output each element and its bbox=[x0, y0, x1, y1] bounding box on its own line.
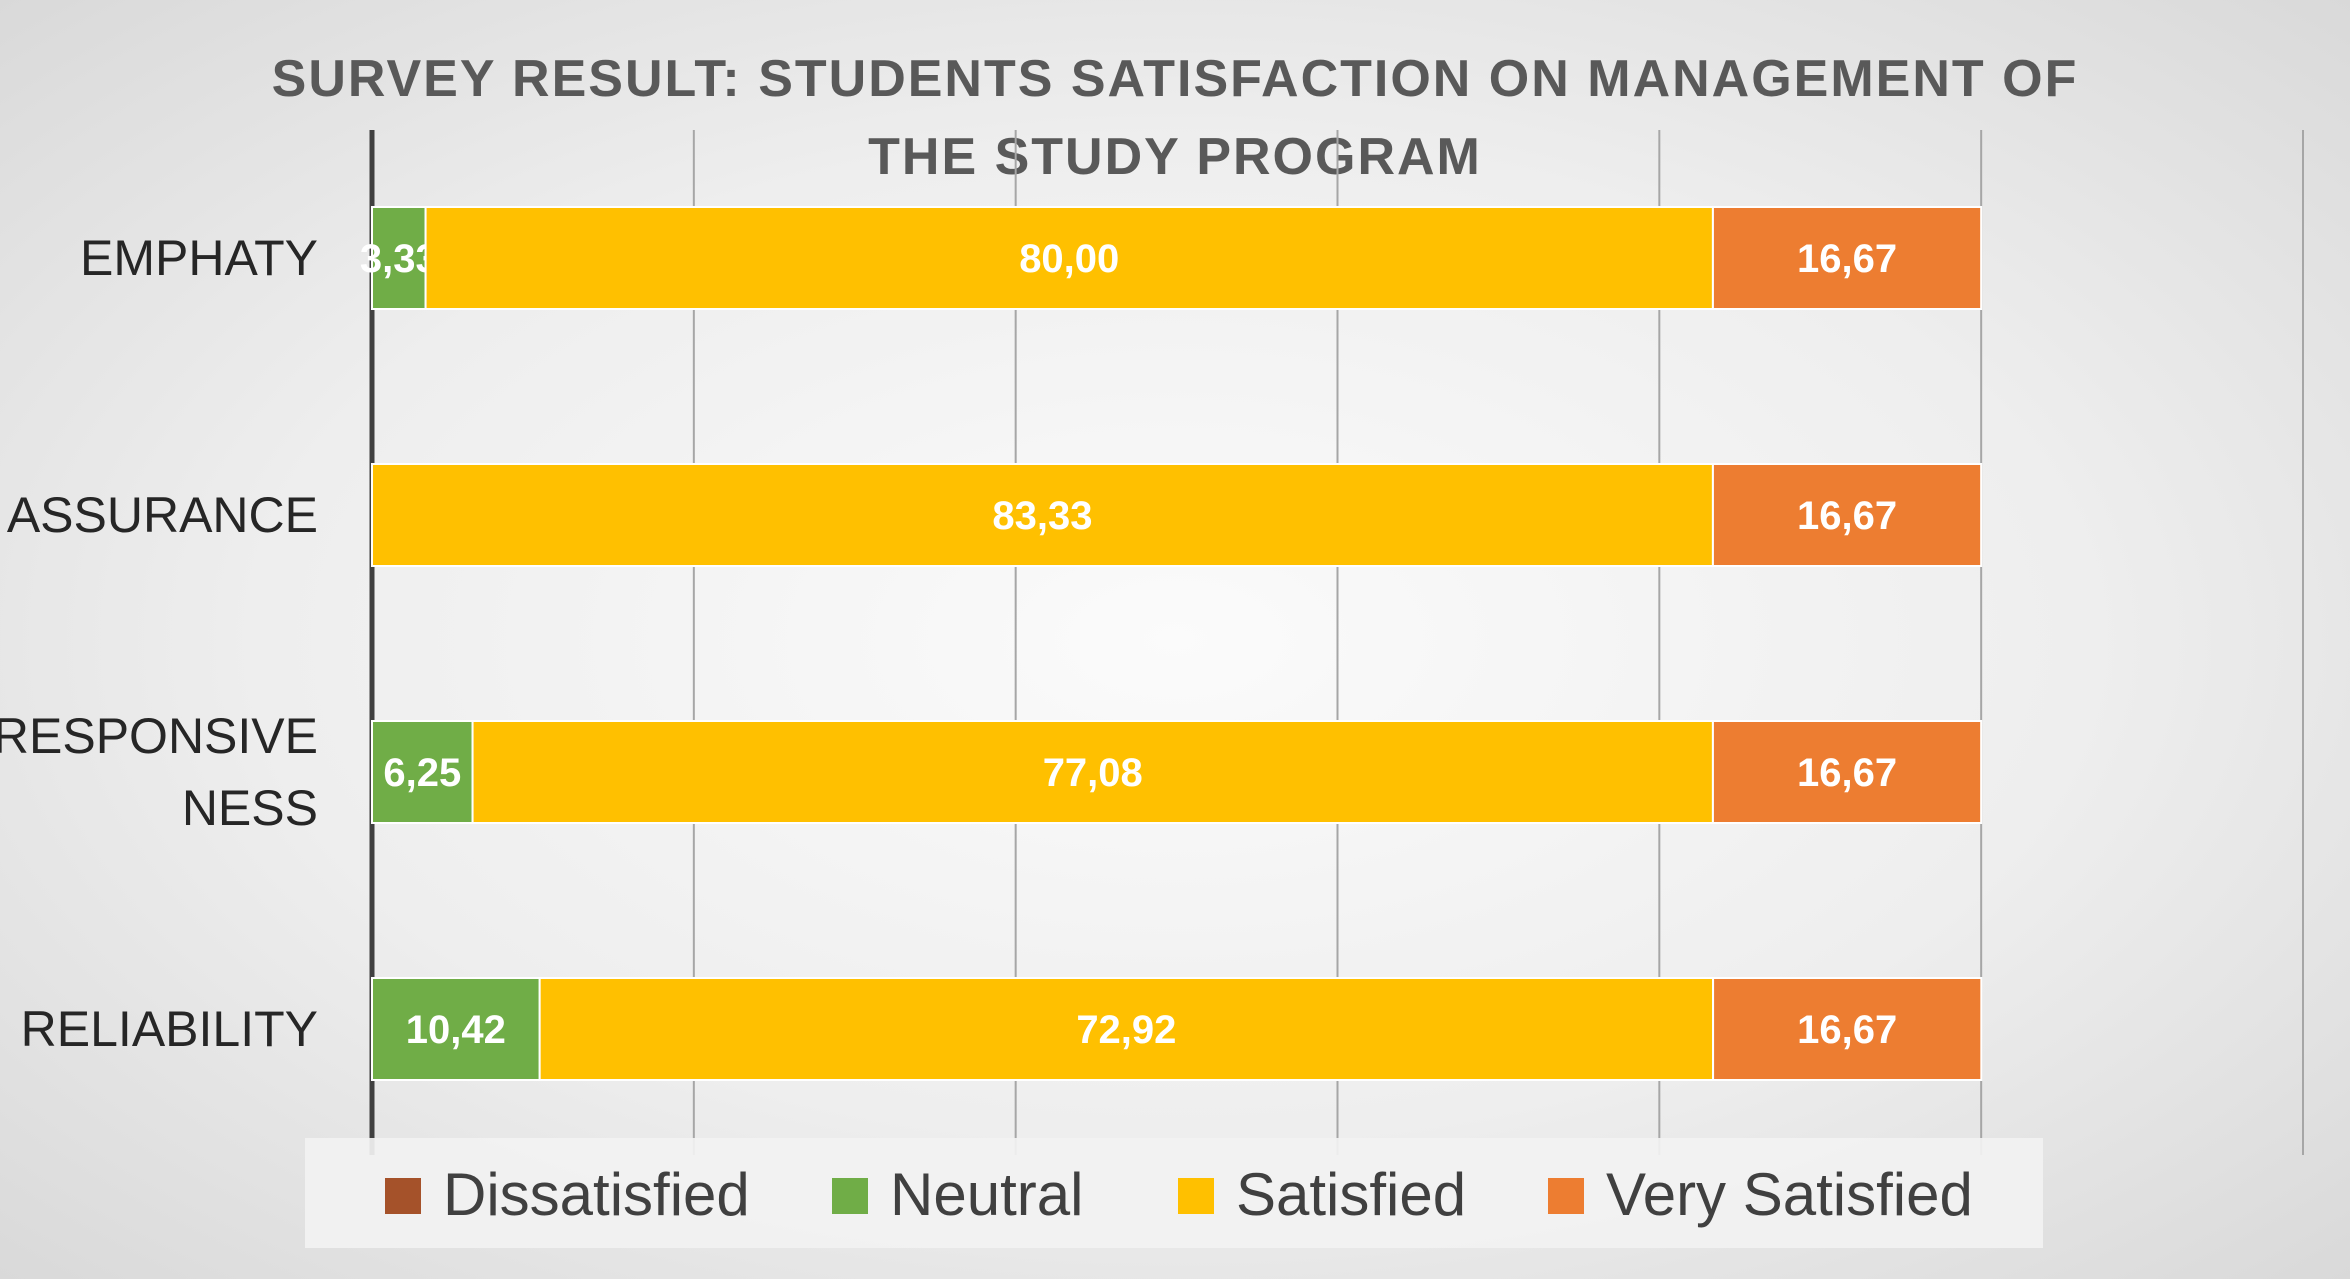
data-label-satisfied: 72,92 bbox=[1076, 1008, 1176, 1052]
category-label: RELIABILITY bbox=[21, 1001, 318, 1057]
legend-swatch-very-satisfied bbox=[1548, 1178, 1584, 1214]
legend-label-very-satisfied: Very Satisfied bbox=[1606, 1161, 1973, 1228]
legend-swatch-satisfied bbox=[1178, 1178, 1214, 1214]
data-label-satisfied: 83,33 bbox=[992, 494, 1092, 538]
category-label: EMPHATY bbox=[80, 230, 318, 286]
bar-segment-very-satisfied bbox=[1711, 206, 1983, 310]
category-label: RESPONSIVE bbox=[0, 708, 318, 764]
legend-swatch-neutral bbox=[832, 1178, 868, 1214]
data-label-very-satisfied: 16,67 bbox=[1797, 494, 1897, 538]
category-label: NESS bbox=[182, 780, 318, 836]
legend-label-neutral: Neutral bbox=[890, 1161, 1083, 1228]
bar-segment-very-satisfied bbox=[1712, 977, 1983, 1081]
chart-title-line: SURVEY RESULT: STUDENTS SATISFACTION ON … bbox=[272, 50, 2079, 108]
data-label-neutral: 6,25 bbox=[383, 751, 461, 795]
bar-segment-neutral bbox=[371, 977, 541, 1081]
bar-segment-satisfied bbox=[371, 463, 1714, 567]
bar-segment-satisfied bbox=[471, 720, 1714, 824]
data-label-very-satisfied: 16,67 bbox=[1797, 751, 1897, 795]
bar-segment-satisfied bbox=[538, 977, 1715, 1081]
bar-segment-very-satisfied bbox=[1711, 720, 1983, 824]
bar-segment-satisfied bbox=[424, 206, 1714, 310]
chart-title-line: THE STUDY PROGRAM bbox=[868, 128, 1482, 186]
data-label-satisfied: 80,00 bbox=[1019, 237, 1119, 281]
legend-swatch-dissatisfied bbox=[385, 1178, 421, 1214]
bar-segment-neutral bbox=[371, 720, 474, 824]
data-label-satisfied: 77,08 bbox=[1043, 751, 1143, 795]
bar-segment-neutral bbox=[371, 206, 427, 310]
category-label: ASSURANCE bbox=[7, 487, 318, 543]
data-label-very-satisfied: 16,67 bbox=[1797, 1008, 1897, 1052]
legend-box bbox=[305, 1138, 2043, 1248]
bar-segment-very-satisfied bbox=[1711, 463, 1983, 567]
data-label-very-satisfied: 16,67 bbox=[1797, 237, 1897, 281]
legend-label-dissatisfied: Dissatisfied bbox=[443, 1161, 750, 1228]
data-label-neutral: 10,42 bbox=[406, 1008, 506, 1052]
legend-label-satisfied: Satisfied bbox=[1236, 1161, 1466, 1228]
